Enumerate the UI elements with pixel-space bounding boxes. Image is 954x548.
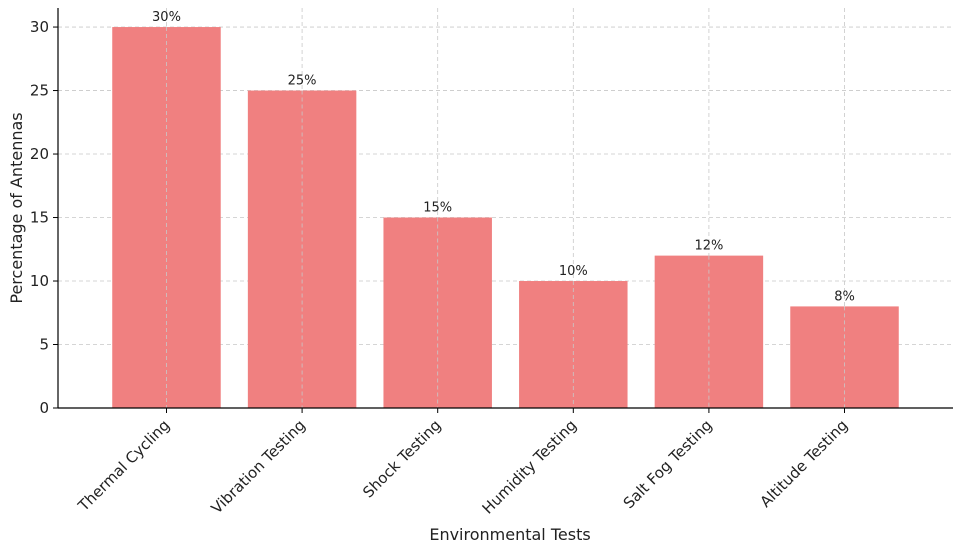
data-label: 10% [559, 264, 588, 279]
y-axis-label: Percentage of Antennas [7, 112, 26, 303]
x-tick-label: Vibration Testing [208, 416, 309, 517]
y-tick-label: 30 [30, 18, 49, 36]
data-label: 8% [834, 289, 855, 304]
data-labels: 30% 25% 15% 10% 12% 8% [152, 10, 855, 304]
y-tick-label: 5 [39, 336, 49, 354]
y-axis-ticks: 0 5 10 15 20 25 30 [30, 18, 58, 417]
y-tick-label: 10 [30, 272, 49, 290]
x-tick-label: Shock Testing [359, 416, 444, 501]
axes [57, 8, 953, 409]
x-axis-label: Environmental Tests [429, 525, 590, 544]
data-label: 15% [423, 201, 452, 216]
x-tick-label: Thermal Cycling [74, 416, 173, 515]
x-axis-ticks: Thermal Cycling Vibration Testing Shock Te… [74, 408, 851, 518]
x-tick-label: Humidity Testing [479, 416, 580, 517]
y-tick-label: 0 [39, 399, 49, 417]
x-tick-label: Salt Fog Testing [620, 416, 716, 512]
y-tick-label: 20 [30, 145, 49, 163]
data-label: 12% [694, 239, 723, 254]
x-tick-label: Altitude Testing [757, 416, 852, 511]
data-label: 30% [152, 10, 181, 25]
bars [112, 27, 899, 409]
data-label: 25% [288, 74, 317, 89]
y-tick-label: 15 [30, 209, 49, 227]
y-tick-label: 25 [30, 82, 49, 100]
